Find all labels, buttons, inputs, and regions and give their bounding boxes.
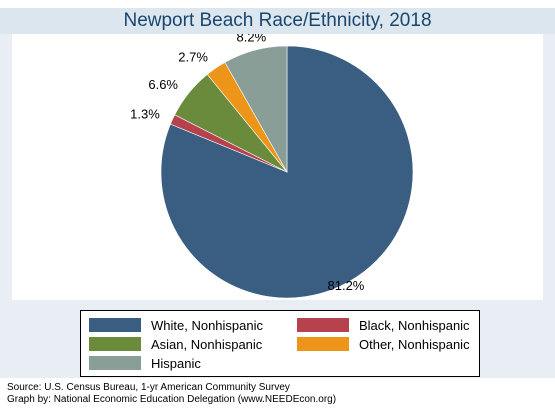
legend-label-asian: Asian, Nonhispanic	[151, 336, 263, 352]
slice-label-black: 1.3%	[130, 107, 160, 122]
chart-notes: Source: U.S. Census Bureau, 1-yr America…	[7, 382, 336, 406]
legend: White, Nonhispanic Black, Nonhispanic As…	[80, 310, 480, 377]
legend-label-black: Black, Nonhispanic	[359, 317, 470, 333]
slice-label-other: 2.7%	[178, 49, 208, 64]
pie-chart: 81.2% 1.3% 6.6%2.7% 8.2%	[130, 30, 414, 299]
pie-slice-hispanic	[224, 45, 288, 174]
legend-item-hispanic: Hispanic	[89, 355, 201, 371]
legend-label-hispanic: Hispanic	[151, 355, 201, 371]
source-note: Source: U.S. Census Bureau, 1-yr America…	[7, 382, 290, 393]
legend-label-white: White, Nonhispanic	[151, 317, 263, 333]
legend-item-white: White, Nonhispanic	[89, 317, 263, 333]
slice-label-asian: 6.6%	[148, 77, 178, 92]
legend-swatch-hispanic	[89, 356, 141, 370]
legend-swatch-black	[297, 318, 349, 332]
legend-item-asian: Asian, Nonhispanic	[89, 336, 262, 352]
legend-label-other: Other, Nonhispanic	[359, 336, 470, 352]
plot-area: 81.2% 1.3% 6.6% 2.7% 8.2%	[12, 30, 543, 300]
legend-item-black: Black, Nonhispanic	[297, 317, 470, 333]
legend-swatch-other	[297, 337, 349, 351]
legend-item-other: Other, Nonhispanic	[297, 336, 470, 352]
slice-label-white: 81.2%	[328, 278, 365, 293]
legend-swatch-asian	[89, 337, 141, 351]
slice-label-hispanic: 8.2%	[237, 34, 267, 45]
chart-title: Newport Beach Race/Ethnicity, 2018	[0, 8, 555, 34]
legend-swatch-white	[89, 318, 141, 332]
graph-by-note: Graph by: National Economic Education De…	[7, 394, 337, 405]
